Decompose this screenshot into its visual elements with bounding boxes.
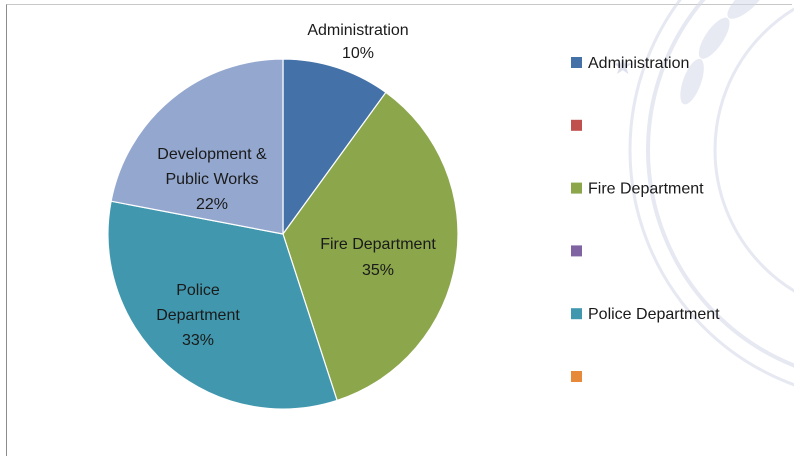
pie-slices bbox=[107, 58, 459, 410]
label-development-public-works: Development & Public Works 22% bbox=[157, 146, 267, 213]
label-administration-line: Administration bbox=[307, 22, 408, 39]
seal-ring bbox=[646, 0, 794, 368]
label-development-public-works-line: Public Works bbox=[165, 171, 258, 188]
pie-slice-fire-department bbox=[282, 91, 459, 402]
seal-ring bbox=[628, 0, 794, 387]
seal-laurel-leaf bbox=[698, 17, 730, 59]
label-fire-department: Fire Department 35% bbox=[320, 236, 436, 279]
label-police-department: Police Department 33% bbox=[156, 282, 240, 349]
legend-swatch bbox=[571, 182, 582, 194]
legend-swatch bbox=[571, 57, 582, 68]
legend-label: Fire Department bbox=[588, 181, 704, 198]
pie-slice-development-public-works bbox=[110, 58, 284, 235]
legend-label: Police Department bbox=[588, 306, 720, 323]
label-fire-department-line: Fire Department bbox=[320, 236, 436, 253]
legend-swatch bbox=[571, 119, 582, 131]
pie-slice-administration bbox=[282, 58, 387, 236]
legend-swatch bbox=[571, 371, 582, 382]
seal-laurel-leaf bbox=[727, 0, 766, 19]
label-development-public-works-line: Development & bbox=[157, 146, 267, 163]
legend-swatch bbox=[571, 245, 582, 257]
legend-swatch bbox=[571, 308, 582, 320]
label-administration-line: 10% bbox=[342, 45, 374, 62]
legend-label: Administration bbox=[588, 55, 689, 72]
label-administration: Administration 10% bbox=[307, 22, 408, 62]
label-police-department-line: Department bbox=[156, 307, 240, 324]
label-development-public-works-line: 22% bbox=[196, 196, 228, 213]
label-fire-department-line: 35% bbox=[362, 262, 394, 279]
slice-labels: Administration 10% Fire Department 35% Polic… bbox=[156, 22, 436, 349]
seal-ring bbox=[713, 7, 794, 293]
seal-watermark: ★ bbox=[612, 0, 794, 387]
pie-slice-police-department bbox=[107, 200, 338, 410]
label-police-department-line: Police bbox=[176, 282, 220, 299]
legend: Administration Fire Department Police Depa… bbox=[571, 55, 720, 382]
seal-star: ★ bbox=[612, 52, 634, 80]
seal-laurel-leaf bbox=[680, 58, 704, 105]
chart-frame bbox=[6, 4, 792, 456]
label-police-department-line: 33% bbox=[182, 332, 214, 349]
